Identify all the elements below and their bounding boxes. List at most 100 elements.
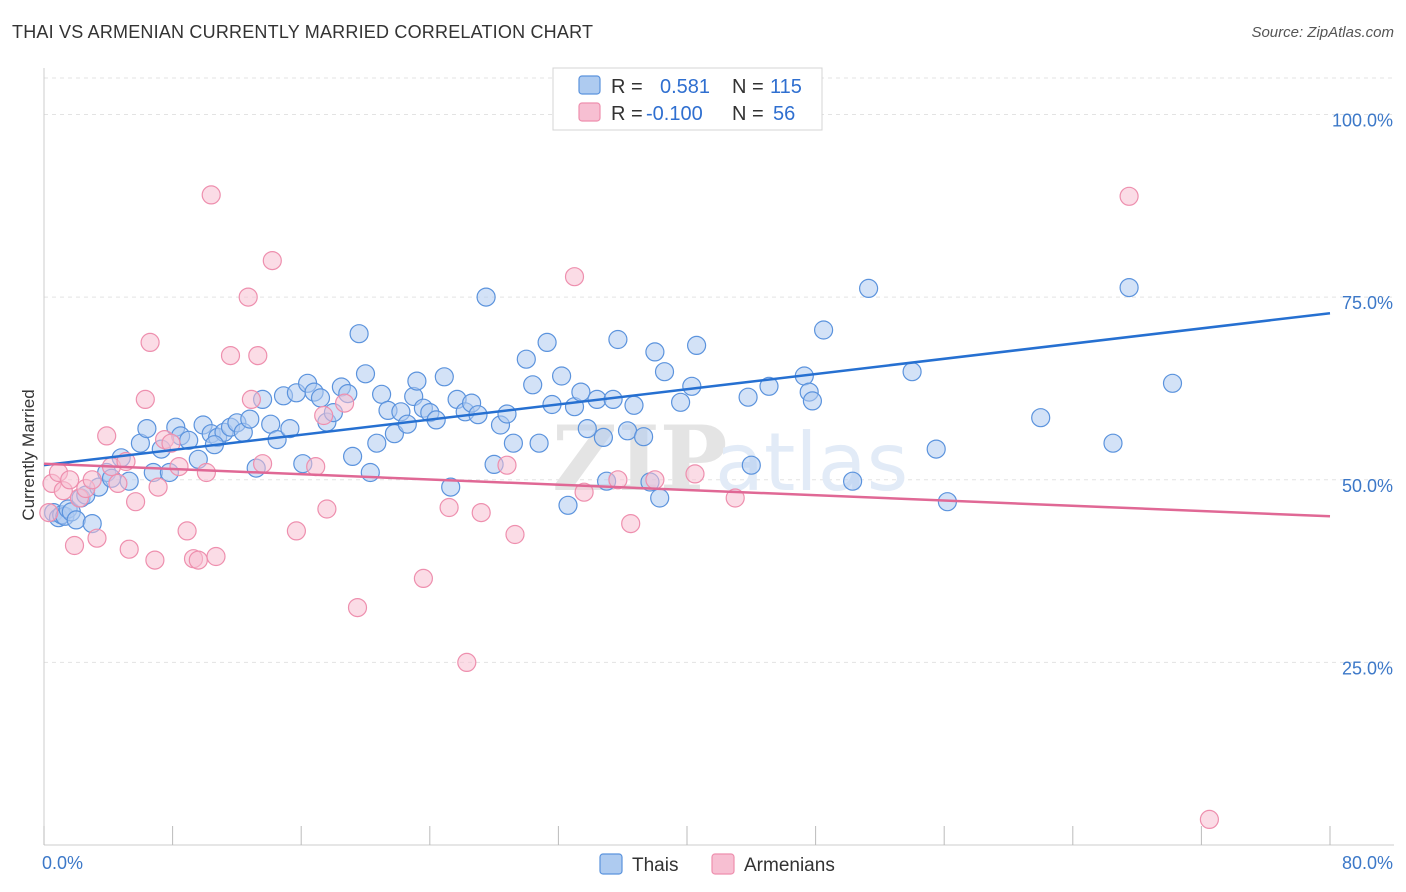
thais-point-6: [66, 510, 86, 530]
trend-lines: [43, 311, 1331, 518]
y-tick-labels: 25.0% 50.0% 75.0% 100.0%: [1332, 111, 1393, 679]
chart-title: THAI VS ARMENIAN CURRENTLY MARRIED CORRE…: [12, 22, 594, 42]
thais-point-75: [529, 433, 549, 453]
armenians-point-47: [564, 267, 585, 287]
y-tick-label-3: 100.0%: [1332, 111, 1393, 131]
thais-point-97: [686, 335, 707, 355]
thais-point-102: [802, 391, 823, 411]
thais-point-107: [926, 439, 946, 459]
legend-r-label-thais: R =: [611, 76, 643, 98]
armenians-point-46: [505, 524, 525, 545]
thais-point-109: [1119, 278, 1139, 298]
thais-point-31: [240, 409, 260, 429]
armenians-point-14: [119, 539, 139, 559]
armenians-point-27: [201, 185, 221, 205]
armenians-point-34: [262, 251, 282, 271]
thais-point-104: [842, 471, 863, 491]
thais-point-76: [537, 332, 557, 352]
armenians-point-22: [169, 457, 189, 477]
thais-point-99: [759, 376, 779, 396]
armenians-point-0: [39, 502, 59, 523]
x-tick-labels: 0.0% 80.0%: [42, 853, 1393, 873]
armenians-point-35: [286, 521, 306, 541]
thais-point-49: [355, 364, 376, 384]
thais-point-47: [343, 446, 363, 466]
thais-point-48: [349, 324, 369, 344]
armenians-trend-line: [43, 462, 1331, 518]
thais-point-88: [617, 421, 638, 441]
thais-point-42: [310, 388, 331, 408]
thais-point-113: [741, 455, 761, 475]
armenians-point-32: [248, 346, 268, 366]
thais-point-112: [1031, 408, 1051, 428]
armenians-point-19: [148, 477, 168, 497]
thais-point-16: [137, 419, 157, 439]
series-armenians: [39, 185, 1220, 830]
thais-point-81: [571, 382, 591, 402]
armenians-point-18: [145, 550, 165, 570]
legend-label-thais: Thais: [632, 855, 678, 876]
legend-n-value-thais: 115: [770, 76, 802, 98]
thais-point-82: [577, 419, 597, 439]
thais-point-50: [360, 462, 380, 483]
thais-point-63: [441, 477, 461, 497]
thais-point-98: [738, 387, 758, 407]
thais-point-51: [367, 433, 387, 453]
axes: [43, 68, 1394, 846]
armenians-point-42: [439, 497, 459, 518]
armenians-point-44: [471, 502, 491, 523]
correlation-legend: R = 0.581 N = 115 R = -0.100 N = 56: [552, 67, 823, 131]
legend-swatch-armenians: [578, 102, 601, 122]
armenians-point-54: [1199, 809, 1220, 830]
armenians-point-37: [314, 405, 334, 426]
y-tick-label-1: 50.0%: [1342, 476, 1393, 496]
armenians-point-39: [335, 393, 355, 413]
armenians-point-15: [126, 492, 146, 512]
legend-n-label-armenians: N =: [732, 103, 764, 125]
legend-swatch-thais: [578, 75, 601, 95]
armenians-point-52: [725, 488, 745, 508]
thais-point-93: [650, 488, 670, 508]
y-tick-label-0: 25.0%: [1342, 658, 1393, 678]
legend-n-label-thais: N =: [732, 76, 764, 98]
armenians-point-30: [238, 287, 258, 307]
thais-point-89: [624, 395, 644, 415]
thais-point-110: [1162, 373, 1183, 393]
source-label: Source: ZipAtlas.com: [1251, 24, 1394, 41]
thais-point-105: [858, 278, 879, 298]
armenians-point-40: [347, 597, 368, 618]
armenians-point-23: [177, 521, 197, 541]
thais-point-72: [503, 433, 524, 453]
legend-n-value-armenians: 56: [773, 103, 795, 125]
thais-point-111: [1103, 433, 1123, 453]
thais-point-68: [476, 287, 496, 307]
thais-point-37: [280, 419, 300, 439]
armenians-point-38: [317, 499, 337, 519]
thais-point-92: [645, 342, 665, 362]
armenians-point-28: [206, 546, 226, 567]
armenians-point-21: [161, 433, 181, 453]
legend-r-label-armenians: R =: [611, 103, 643, 125]
legend-r-value-thais: 0.581: [660, 76, 710, 98]
armenians-point-48: [574, 482, 594, 502]
armenians-point-26: [196, 462, 216, 483]
thais-trend-line: [43, 311, 1331, 467]
thais-point-62: [434, 367, 454, 387]
thais-point-90: [633, 427, 654, 447]
armenians-point-43: [457, 652, 477, 673]
armenians-point-4: [60, 470, 80, 490]
armenians-point-49: [608, 470, 628, 490]
series-legend: Thais Armenians: [599, 853, 835, 876]
thais-point-95: [670, 392, 691, 412]
armenians-point-53: [1119, 186, 1139, 206]
thais-point-87: [608, 329, 628, 350]
armenians-point-45: [497, 455, 517, 475]
thais-point-78: [551, 366, 572, 386]
armenians-point-29: [220, 346, 241, 366]
armenians-point-25: [188, 550, 208, 570]
thais-point-74: [523, 375, 543, 395]
thais-point-84: [593, 427, 614, 447]
legend-label-armenians: Armenians: [744, 855, 835, 876]
thais-point-94: [654, 362, 675, 382]
